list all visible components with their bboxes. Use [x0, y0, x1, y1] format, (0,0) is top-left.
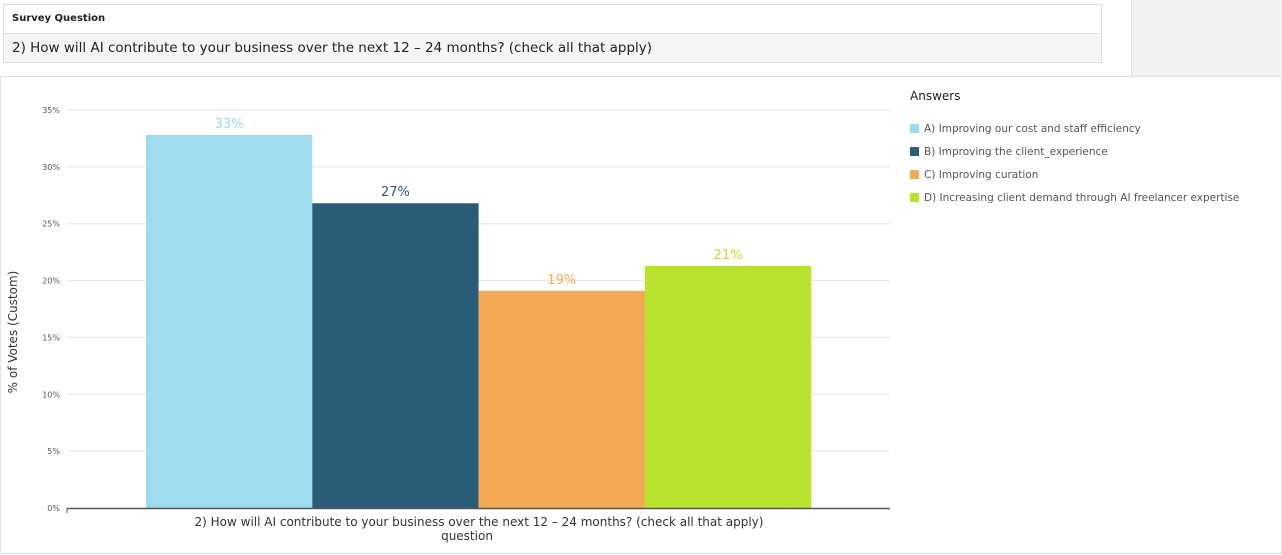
survey-question-text[interactable]: 2) How will AI contribute to your busine… — [4, 34, 1101, 62]
chart-card: 0% 5% 10% 15% 20% 25% 30% 35% 33% 27% 19% 21% 2) How… — [0, 76, 1282, 554]
legend-swatch — [910, 147, 919, 156]
bar-data-label: 33% — [215, 117, 244, 132]
y-tick-label: 35% — [42, 106, 60, 115]
y-tick-label: 5% — [47, 447, 60, 456]
legend-item[interactable]: D) Increasing client demand through AI f… — [910, 186, 1239, 209]
y-tick-label: 20% — [42, 277, 60, 286]
y-tick-label: 15% — [42, 333, 60, 342]
bar-data-label: 21% — [714, 248, 743, 263]
x-axis-title: 2) How will AI contribute to your busine… — [195, 515, 764, 529]
survey-question-header: Survey Question — [4, 5, 1101, 34]
legend-swatch — [910, 124, 919, 133]
y-tick-label: 30% — [42, 163, 60, 172]
y-tick-label: 0% — [47, 504, 60, 513]
chart-legend: Answers A) Improving our cost and staff … — [910, 89, 1239, 209]
bar-chart: 0% 5% 10% 15% 20% 25% 30% 35% 33% 27% 19% 21% 2) How… — [6, 106, 890, 543]
legend-label: C) Improving curation — [924, 168, 1039, 181]
bar[interactable] — [146, 135, 313, 508]
legend-item[interactable]: B) Improving the client_experience — [910, 140, 1239, 163]
y-tick-label: 25% — [42, 220, 60, 229]
bar-data-label: 19% — [547, 273, 576, 288]
legend-label: B) Improving the client_experience — [924, 145, 1108, 158]
bar-data-label: 27% — [381, 185, 410, 200]
legend-label: A) Improving our cost and staff efficien… — [924, 122, 1141, 135]
bar[interactable] — [644, 265, 812, 508]
side-panel — [1131, 0, 1282, 76]
y-tick-label: 10% — [42, 390, 60, 399]
bar[interactable] — [478, 290, 645, 508]
legend-label: D) Increasing client demand through AI f… — [924, 191, 1240, 204]
legend-title: Answers — [910, 89, 961, 103]
legend-swatch — [910, 170, 919, 179]
x-axis-subtitle: question — [441, 529, 493, 543]
survey-question-table: Survey Question 2) How will AI contribut… — [3, 4, 1102, 63]
legend-swatch — [910, 193, 919, 202]
bar[interactable] — [312, 203, 479, 508]
y-axis-title: % of Votes (Custom) — [6, 271, 20, 394]
legend-item[interactable]: A) Improving our cost and staff efficien… — [910, 117, 1239, 140]
legend-item[interactable]: C) Improving curation — [910, 163, 1239, 186]
